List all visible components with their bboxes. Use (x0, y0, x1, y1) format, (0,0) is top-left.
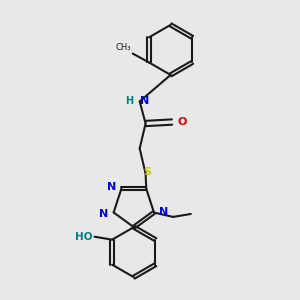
Text: N: N (99, 209, 108, 219)
Text: HO: HO (76, 232, 93, 242)
Text: H: H (125, 96, 133, 106)
Text: S: S (143, 167, 151, 177)
Text: N: N (107, 182, 116, 192)
Text: O: O (177, 117, 187, 127)
Text: N: N (140, 96, 149, 106)
Text: CH₃: CH₃ (116, 43, 131, 52)
Text: N: N (159, 208, 169, 218)
